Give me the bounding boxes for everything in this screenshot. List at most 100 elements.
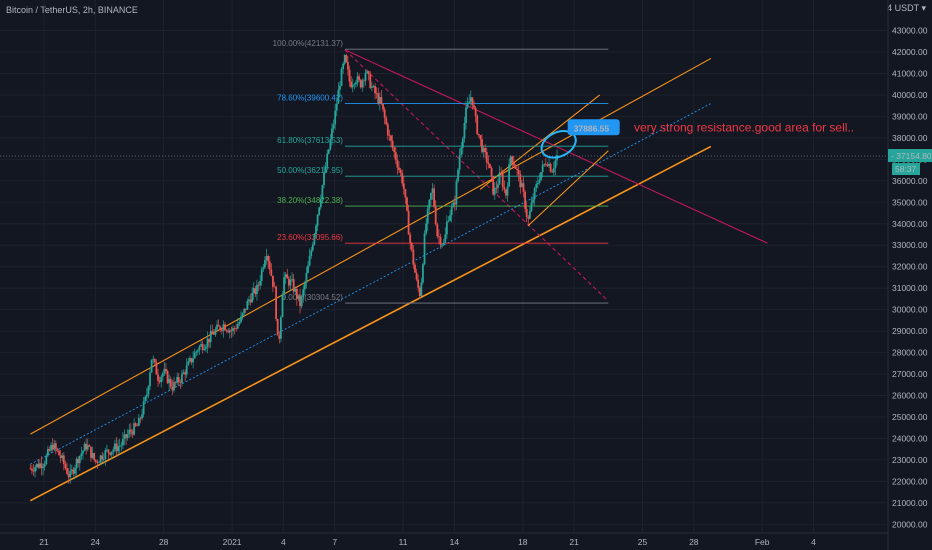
candle-body [219,326,222,330]
time-axis[interactable]: 21 24 28 2021 4 7 11 14 18 21 25 28 Feb 4 [39,537,816,547]
candle-body [458,155,461,170]
candle-body [385,117,388,125]
candle-body [484,148,487,153]
candle-body [86,445,89,450]
candle-body [214,329,217,335]
candle-body [295,288,298,299]
candle-body [439,236,442,245]
y-tick-label: 21000.00 [892,498,928,508]
current-price-badge [888,149,932,163]
fib-level-label: 78.60%(39600.42) [277,94,343,103]
currency-selector[interactable]: 4 USDT ▾ [887,3,926,13]
y-tick-label: 32000.00 [892,262,928,272]
candle-body [129,429,132,432]
y-tick-label: 23000.00 [892,455,928,465]
candle-body [98,462,100,464]
candle-body [265,255,268,261]
candle-body [134,423,137,426]
candle-body [305,272,308,283]
candle-body [40,463,43,469]
candle-body [519,174,522,188]
trendline-wedge-lower[interactable] [527,150,609,227]
candle-body [125,434,127,438]
x-tick-label: 7 [332,537,337,547]
x-tick-label: 4 [811,537,816,547]
candle-body [259,280,262,286]
candle-body [485,152,488,163]
candle-body [353,84,356,86]
candle-body [46,449,49,456]
candle-body [287,278,290,286]
candle-body [374,85,376,94]
candle-body [437,236,440,237]
y-tick-label: 28000.00 [892,348,928,358]
candle-body [481,139,483,153]
candle-body [206,338,209,347]
candle-body [444,234,447,243]
candle-body [192,358,195,363]
candle-body [165,368,167,372]
candle-body [117,446,119,452]
candle-body [398,167,400,170]
candle-body [29,468,32,470]
candle-body [409,234,412,243]
candle-body [275,286,278,319]
candle-body [412,249,415,265]
trendline-red-dashed[interactable] [344,49,609,302]
candle-body [326,153,329,167]
price-axis[interactable]: 43000.00 42000.00 41000.00 40000.00 39000.00… [892,26,928,530]
candle-body [492,176,495,195]
candle-body [364,72,367,81]
candle-body [131,431,134,435]
countdown-badge [892,163,920,176]
candle-body [38,463,41,468]
candle-body [78,456,81,464]
candle-body [315,225,317,235]
candle-body [323,172,325,186]
candle-body [139,417,142,419]
candle-body [455,181,458,205]
y-tick-label: 27000.00 [892,369,928,379]
candle-body [367,71,370,75]
candle-body [477,133,480,136]
current-price-label: - 37154.80 [891,151,932,161]
candle-body [260,269,263,281]
candle-body [375,93,378,95]
trendline-channel-bottom[interactable] [29,145,712,502]
candle-body [270,269,273,276]
candle-body [109,452,112,455]
candle-body [77,458,80,464]
annotation-text[interactable]: very strong resistance.good area for sel… [634,120,854,134]
candle-body [316,214,319,226]
x-tick-label: 14 [450,537,460,547]
candle-body [173,382,175,391]
candle-body [61,455,64,459]
candle-body [441,244,443,246]
trendline-channel-top[interactable] [30,57,712,435]
candle-body [386,124,389,136]
candle-body [445,221,448,235]
candle-body [200,344,202,347]
candle-body [195,351,198,353]
candle-body [189,358,191,362]
candle-body [426,208,429,224]
candle-body [45,455,48,465]
candle-body [137,417,140,426]
candle-body [241,313,244,317]
candle-body [99,455,102,463]
fibonacci-retracement: 100.00%(42131.37) 78.60%(39600.42) 61.80%(… [273,39,609,304]
candle-body [514,165,517,169]
candle-body [204,346,207,349]
candle-body [366,71,368,73]
trendline-channel-mid[interactable] [30,103,712,465]
candle-body [75,458,78,469]
candle-body [74,468,76,474]
candle-body [257,284,260,286]
y-tick-label: 31000.00 [892,283,928,293]
target-price-label: 37886.55 [574,123,610,133]
candle-body [303,282,306,290]
candle-body [48,449,51,451]
candle-body [91,453,94,458]
candle-body [160,376,163,383]
